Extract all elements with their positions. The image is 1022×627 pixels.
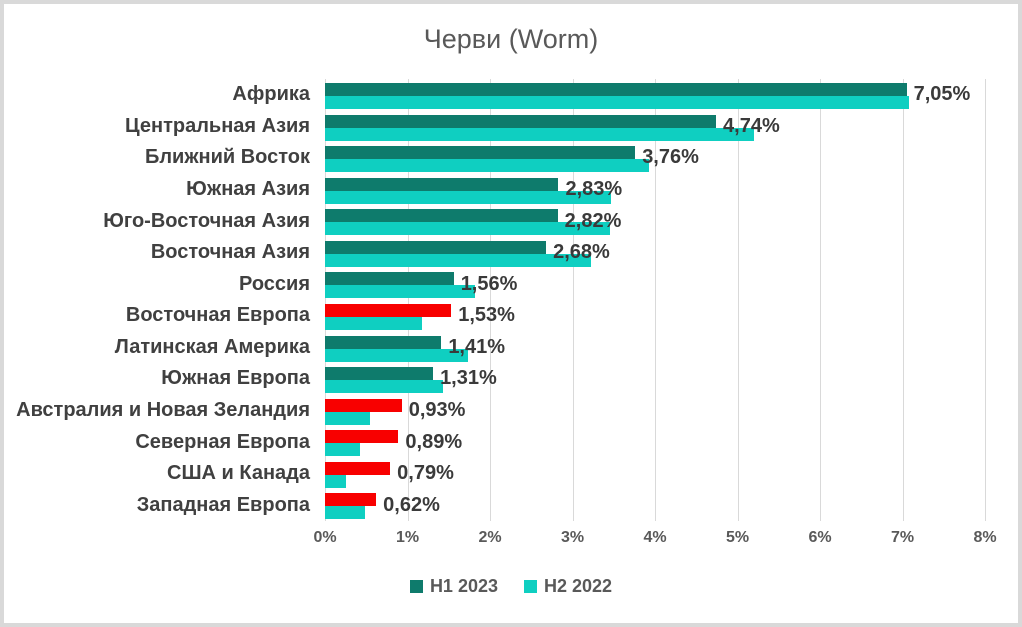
gridline (985, 79, 986, 521)
bar-h2-2022 (325, 348, 468, 362)
bar-h2-2022 (325, 443, 360, 457)
bar-h1-2023 (325, 335, 442, 349)
category-label: Северная Европа (135, 430, 310, 453)
bar-h2-2022 (325, 253, 592, 267)
value-label: 1,56% (460, 272, 518, 295)
legend-item-h1-2023: H1 2023 (409, 576, 498, 597)
value-label: 7,05% (913, 83, 971, 106)
category-label: Восточная Европа (125, 304, 310, 327)
legend-swatch-h2-2022 (524, 580, 537, 593)
x-axis: 0% 1% 2% 3% 4% 5% 6% 7% 8% (313, 529, 996, 551)
bar-h1-2023 (325, 461, 391, 475)
bar-h2-2022 (325, 380, 443, 394)
bar-h1-2023 (325, 146, 636, 160)
legend-item-h2-2022: H2 2022 (524, 576, 612, 597)
bar-h2-2022 (325, 127, 754, 141)
gridline (490, 79, 491, 521)
value-label: 2,82% (564, 209, 622, 232)
x-tick-label: 7% (890, 529, 915, 546)
category-label: США и Канада (167, 462, 310, 485)
category-axis: Африка Центральная Азия Ближний Восток Южна… (4, 79, 310, 521)
gridline (902, 79, 904, 521)
legend-label-h2-2022: H2 2022 (544, 576, 613, 596)
category-label: Юго-Восточная Азия (103, 209, 310, 232)
bar-h2-2022 (325, 190, 612, 204)
value-label: 0,89% (405, 430, 463, 453)
value-label: 1,41% (448, 335, 506, 358)
bar-h1-2023 (325, 493, 377, 507)
x-tick-label: 1% (395, 529, 420, 546)
x-tick-label: 0% (313, 529, 337, 546)
category-label: Африка (232, 83, 310, 106)
gridline (820, 79, 821, 521)
gridline (655, 79, 656, 521)
bar-h1-2023 (325, 367, 434, 381)
value-label: 1,31% (440, 367, 497, 390)
category-label: Центральная Азия (125, 114, 310, 137)
category-label: Ближний Восток (144, 146, 310, 169)
category-label: Западная Европа (136, 493, 310, 516)
legend: H1 2023 H2 2022 (4, 576, 1018, 597)
value-label: 2,83% (565, 177, 623, 200)
bar-h2-2022 (325, 159, 650, 173)
value-label: 4,74% (723, 114, 780, 137)
gridline (737, 79, 739, 521)
gridline (325, 79, 326, 521)
bar-h2-2022 (325, 222, 610, 236)
bar-h1-2023 (325, 114, 717, 128)
bar-h2-2022 (325, 96, 910, 109)
bar-h1-2023 (325, 177, 559, 191)
chart-title: Черви (Worm) (423, 24, 599, 54)
category-label: Восточная Азия (150, 241, 310, 264)
bar-h2-2022 (325, 474, 346, 488)
bar-h1-2023 (325, 209, 558, 223)
x-tick-label: 4% (643, 529, 667, 546)
x-tick-label: 8% (973, 529, 997, 546)
legend-swatch-h1-2023 (409, 580, 423, 593)
category-label: Южная Азия (186, 177, 310, 200)
x-tick-label: 5% (725, 529, 750, 546)
bar-h2-2022 (325, 285, 476, 299)
value-label: 2,68% (553, 241, 610, 264)
value-label: 0,62% (383, 493, 440, 516)
bar-h1-2023 (325, 430, 399, 444)
category-label: Латинская Америка (114, 335, 310, 358)
gridline (407, 79, 409, 521)
bar-h1-2023 (325, 304, 452, 317)
x-tick-label: 2% (478, 529, 502, 546)
gridline (572, 79, 574, 521)
bar-h2-2022 (325, 506, 365, 520)
category-label: Австралия и Новая Зеландия (16, 398, 310, 421)
plot-area: 7,05% 4,74% 3,76% 2,83% 2,82% 2,68% 1,56% 1,53%… (325, 79, 986, 521)
bar-h2-2022 (325, 411, 371, 425)
value-label: 1,53% (458, 304, 515, 327)
bar-h1-2023 (325, 240, 547, 254)
x-tick-label: 6% (808, 529, 832, 546)
bar-h1-2023 (325, 272, 454, 286)
x-tick-label: 3% (560, 529, 585, 546)
bar-h1-2023 (325, 83, 907, 96)
bar-h2-2022 (325, 317, 422, 330)
bar-h1-2023 (325, 398, 402, 412)
legend-label-h1-2023: H1 2023 (429, 576, 498, 596)
category-label: Россия (238, 272, 310, 295)
value-label: 0,93% (408, 398, 466, 421)
value-label: 3,76% (642, 146, 699, 169)
category-label: Южная Европа (161, 367, 310, 390)
value-label: 0,79% (397, 462, 454, 485)
